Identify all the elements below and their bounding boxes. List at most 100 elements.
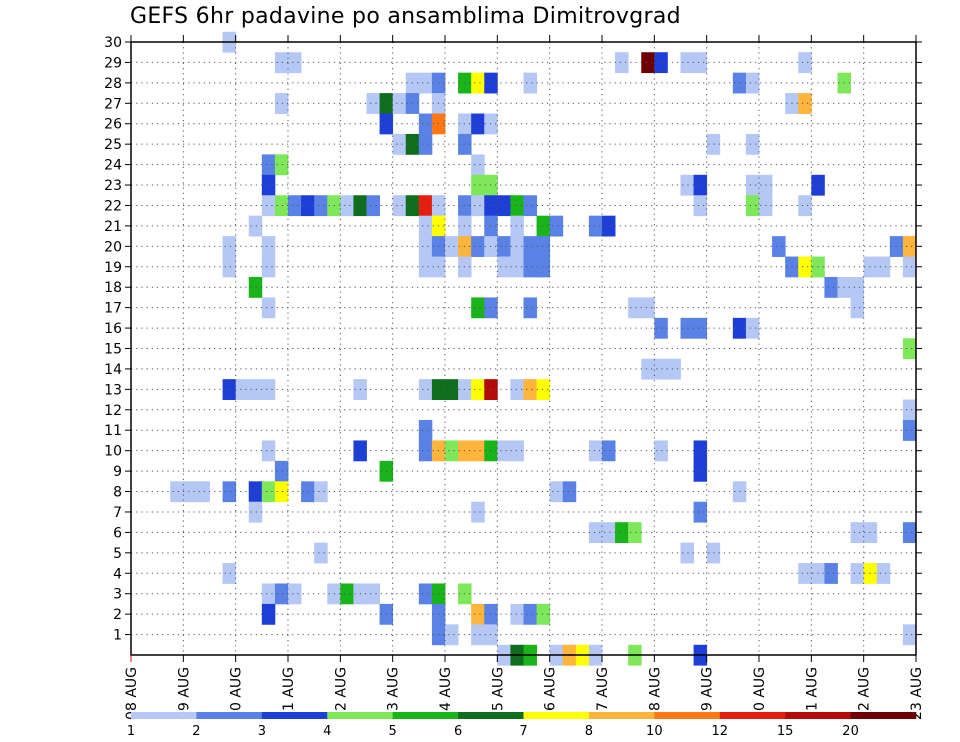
heatmap-cell	[274, 460, 289, 482]
heatmap-cell	[261, 236, 276, 257]
heatmap-cell	[248, 379, 263, 400]
y-tick-label: 16	[104, 321, 122, 337]
heatmap-cell	[602, 440, 616, 462]
heatmap-cell	[680, 542, 694, 564]
heatmap-cell	[798, 563, 812, 584]
y-tick-label: 20	[104, 239, 122, 255]
heatmap-cell	[850, 297, 865, 319]
y-tick-label: 21	[104, 219, 122, 235]
heatmap-cell	[850, 563, 865, 584]
legend-label: 4	[323, 724, 331, 739]
x-tick-label: 12 AUG	[333, 667, 349, 720]
heatmap-cell	[850, 522, 865, 544]
y-tick-label: 9	[113, 464, 122, 480]
x-tick-label: 16 AUG	[543, 667, 559, 720]
heatmap-cell	[693, 460, 708, 482]
x-tick-label: 23 AUG	[909, 667, 925, 720]
heatmap-cell	[445, 624, 459, 646]
heatmap-cell	[261, 154, 276, 176]
heatmap-cell	[183, 481, 197, 503]
x-tick-label: 13 AUG	[386, 667, 402, 720]
legend-swatch	[785, 712, 851, 719]
y-tick-label: 13	[104, 382, 122, 398]
heatmap-cell	[824, 563, 838, 584]
heatmap-cell	[654, 358, 668, 380]
heatmap-cell	[274, 52, 289, 74]
y-tick-label: 11	[104, 423, 122, 439]
heatmap-cell	[902, 624, 917, 646]
heatmap-cell	[654, 440, 668, 462]
heatmap-cell	[497, 440, 511, 462]
heatmap-cell	[654, 317, 668, 339]
heatmap-cell	[510, 236, 524, 257]
x-tick-label: 22 AUG	[857, 667, 873, 720]
y-axis-ticks: 1234567891011121314151617181920212223242…	[104, 35, 922, 644]
y-tick-label: 22	[104, 198, 122, 214]
heatmap-cell	[248, 215, 263, 237]
y-tick-label: 3	[113, 587, 122, 603]
heatmap-cell	[248, 481, 263, 503]
heatmap-cell	[523, 236, 537, 257]
heatmap-cell	[222, 481, 237, 503]
legend-swatch	[131, 712, 197, 719]
y-tick-label: 18	[104, 280, 122, 296]
heatmap-cell	[615, 522, 629, 544]
heatmap-cell	[693, 195, 708, 217]
y-tick-label: 1	[113, 628, 122, 644]
heatmap-cell	[798, 256, 812, 278]
heatmap-cell	[274, 154, 289, 176]
legend-swatch	[196, 712, 263, 719]
heatmap-cell	[418, 379, 433, 400]
heatmap-cell	[418, 133, 433, 155]
legend-label: 10	[646, 724, 663, 739]
heatmap-cell	[235, 379, 250, 400]
heatmap-cell	[366, 583, 380, 605]
heatmap-cell	[523, 256, 537, 278]
x-tick-label: 10 AUG	[229, 667, 245, 720]
heatmap-cell	[288, 583, 302, 605]
heatmap-cell	[340, 583, 354, 605]
x-tick-label: 20 AUG	[752, 667, 768, 720]
heatmap-cell	[314, 195, 328, 217]
y-tick-label: 27	[104, 96, 122, 112]
heatmap-cell	[392, 195, 407, 217]
legend-label: 1	[127, 724, 135, 739]
heatmap-cell	[471, 297, 485, 319]
legend-swatch	[850, 712, 917, 719]
heatmap-cell	[536, 215, 551, 237]
heatmap-cell	[418, 256, 433, 278]
heatmap-cell	[445, 236, 459, 257]
heatmap-cell	[523, 195, 537, 217]
heatmap-cell	[170, 481, 184, 503]
legend-label: 3	[258, 724, 266, 739]
heatmap-cell	[745, 174, 760, 196]
heatmap-cell	[222, 256, 237, 278]
y-tick-label: 2	[113, 607, 122, 623]
heatmap-cell	[798, 93, 812, 114]
heatmap-cell	[536, 379, 551, 400]
legend-swatch	[261, 712, 328, 719]
heatmap-cell	[418, 72, 433, 94]
heatmap-cell	[602, 522, 616, 544]
heatmap-cell	[902, 256, 917, 278]
legend-label: 7	[519, 724, 527, 739]
heatmap-cell	[628, 297, 642, 319]
heatmap-cell	[876, 563, 891, 584]
heatmap-cell	[562, 481, 577, 503]
legend-label: 5	[389, 724, 397, 739]
heatmap-cell	[615, 52, 629, 74]
heatmap-cell	[222, 379, 237, 400]
y-tick-label: 28	[104, 76, 122, 92]
heatmap-cell	[588, 215, 603, 237]
heatmap-cell	[510, 603, 524, 625]
heatmap-cell	[667, 358, 681, 380]
heatmap-cell	[523, 603, 537, 625]
heatmap-cell	[314, 481, 328, 503]
heatmap-cell	[340, 195, 354, 217]
heatmap-cell	[471, 113, 485, 135]
heatmap-cell	[510, 215, 524, 237]
heatmap-cell	[261, 195, 276, 217]
heatmap-cell	[902, 522, 917, 544]
x-tick-label: 09 AUG	[176, 667, 192, 720]
